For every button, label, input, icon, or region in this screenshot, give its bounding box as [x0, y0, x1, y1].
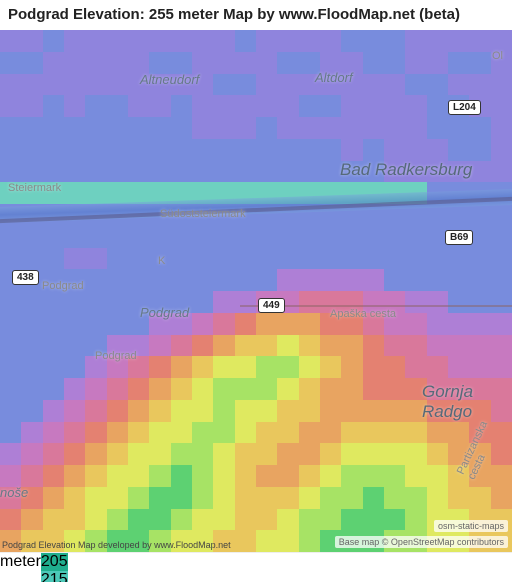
route-shield: B69 — [445, 230, 473, 245]
heatmap-grid — [0, 30, 512, 552]
tiles-attribution: osm-static-maps — [434, 520, 508, 532]
elevation-map[interactable]: AltneudorfAltdorfOlSteiermarkSüdoststeie… — [0, 30, 512, 552]
basemap-attribution: Base map © OpenStreetMap contributors — [335, 536, 508, 548]
route-shield: 438 — [12, 270, 39, 285]
legend-swatch: 215 — [41, 571, 68, 582]
elevation-legend: meter 2052152252362462572672772882983093… — [0, 552, 512, 569]
developer-credit: Podgrad Elevation Map developed by www.F… — [2, 540, 231, 550]
map-screenshot: Podgrad Elevation: 255 meter Map by www.… — [0, 0, 512, 582]
page-title: Podgrad Elevation: 255 meter Map by www.… — [0, 0, 512, 30]
route-shield: L204 — [448, 100, 481, 115]
legend-tick: 215 — [41, 571, 68, 582]
legend-unit: meter — [0, 553, 41, 569]
legend-tick: 205 — [41, 553, 68, 570]
legend-swatch: 205 — [41, 553, 68, 571]
route-shield: 449 — [258, 298, 285, 313]
legend-swatches: 205215225236246257267277288298309319330 — [41, 553, 68, 569]
